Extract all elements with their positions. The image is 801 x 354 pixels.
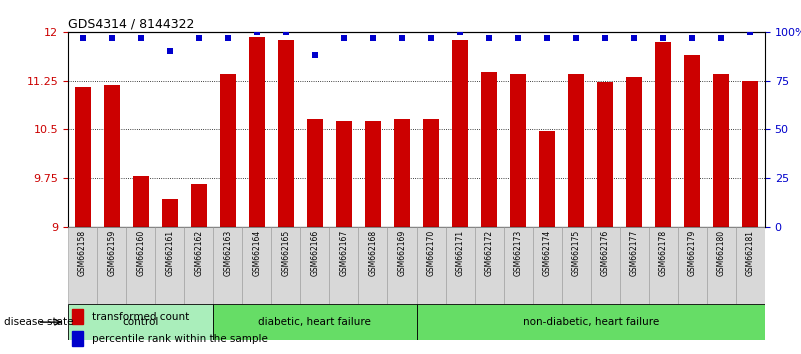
Text: GSM662167: GSM662167 — [340, 230, 348, 276]
Bar — [510, 74, 526, 227]
Bar — [219, 74, 235, 227]
Bar — [213, 304, 417, 340]
Bar — [394, 120, 410, 227]
Bar — [278, 40, 294, 227]
Bar — [423, 120, 439, 227]
Text: GSM662178: GSM662178 — [659, 230, 668, 276]
Bar — [452, 40, 468, 227]
Text: GSM662177: GSM662177 — [630, 230, 638, 276]
Text: GSM662179: GSM662179 — [688, 230, 697, 276]
Text: GSM662170: GSM662170 — [427, 230, 436, 276]
Bar — [249, 37, 265, 227]
Bar — [626, 77, 642, 227]
Bar — [481, 72, 497, 227]
Text: GSM662169: GSM662169 — [397, 230, 406, 276]
Text: GSM662159: GSM662159 — [107, 230, 116, 276]
Bar — [133, 176, 149, 227]
Bar — [714, 74, 730, 227]
Text: GSM662164: GSM662164 — [252, 230, 261, 276]
Bar — [103, 85, 119, 227]
Bar — [388, 227, 417, 304]
Text: GSM662173: GSM662173 — [513, 230, 522, 276]
Bar — [655, 42, 671, 227]
Bar — [74, 87, 91, 227]
Text: GSM662176: GSM662176 — [601, 230, 610, 276]
Bar — [300, 227, 329, 304]
Bar — [191, 184, 207, 227]
Bar — [678, 227, 706, 304]
Bar — [568, 74, 584, 227]
Bar — [359, 227, 388, 304]
Bar — [365, 121, 381, 227]
Bar — [649, 227, 678, 304]
Bar — [184, 227, 213, 304]
Text: GSM662160: GSM662160 — [136, 230, 145, 276]
Text: GSM662180: GSM662180 — [717, 230, 726, 276]
Bar — [417, 227, 445, 304]
Bar — [329, 227, 359, 304]
Text: transformed count: transformed count — [92, 312, 190, 322]
Text: GSM662165: GSM662165 — [281, 230, 290, 276]
Bar — [445, 227, 474, 304]
Bar — [684, 55, 700, 227]
Bar — [336, 121, 352, 227]
Text: GSM662163: GSM662163 — [223, 230, 232, 276]
Bar — [68, 304, 213, 340]
Bar — [97, 227, 127, 304]
Text: GSM662161: GSM662161 — [165, 230, 174, 276]
Text: GSM662172: GSM662172 — [485, 230, 493, 276]
Bar — [562, 227, 590, 304]
Text: GSM662181: GSM662181 — [746, 230, 755, 276]
Bar — [272, 227, 300, 304]
Bar — [598, 82, 614, 227]
Bar — [71, 331, 83, 346]
Text: GSM662158: GSM662158 — [78, 230, 87, 276]
Bar — [213, 227, 242, 304]
Text: GSM662168: GSM662168 — [368, 230, 377, 276]
Bar — [504, 227, 533, 304]
Bar — [620, 227, 649, 304]
Text: control: control — [123, 317, 159, 327]
Text: GDS4314 / 8144322: GDS4314 / 8144322 — [68, 18, 195, 31]
Bar — [706, 227, 736, 304]
Text: GSM662175: GSM662175 — [572, 230, 581, 276]
Text: GSM662162: GSM662162 — [195, 230, 203, 276]
Text: GSM662171: GSM662171 — [456, 230, 465, 276]
Bar — [736, 227, 765, 304]
Bar — [743, 81, 759, 227]
Bar — [474, 227, 504, 304]
Bar — [242, 227, 272, 304]
Bar — [539, 131, 555, 227]
Bar — [127, 227, 155, 304]
Bar — [417, 304, 765, 340]
Text: diabetic, heart failure: diabetic, heart failure — [259, 317, 372, 327]
Bar — [590, 227, 620, 304]
Bar — [162, 199, 178, 227]
Text: GSM662174: GSM662174 — [543, 230, 552, 276]
Text: GSM662166: GSM662166 — [311, 230, 320, 276]
Bar — [155, 227, 184, 304]
Text: disease state: disease state — [4, 317, 74, 327]
Bar — [533, 227, 562, 304]
Bar — [68, 227, 97, 304]
Bar — [307, 120, 323, 227]
Text: percentile rank within the sample: percentile rank within the sample — [92, 335, 268, 344]
Bar — [71, 309, 83, 324]
Text: non-diabetic, heart failure: non-diabetic, heart failure — [522, 317, 659, 327]
